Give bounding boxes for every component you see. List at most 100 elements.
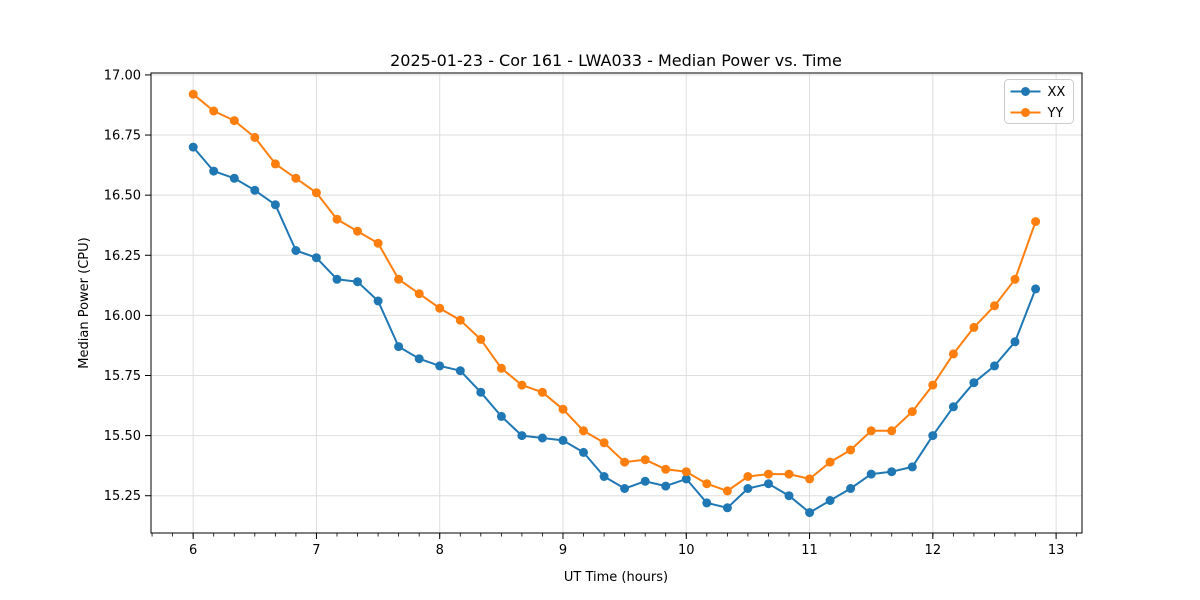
- data-point-YY: [229, 116, 239, 126]
- data-point-YY: [990, 301, 999, 311]
- data-point-XX: [846, 484, 856, 493]
- data-point-XX: [373, 296, 383, 306]
- data-point-XX: [229, 173, 239, 183]
- data-point-YY: [1031, 217, 1041, 227]
- data-point-YY: [681, 467, 691, 477]
- data-point-YY: [620, 457, 630, 467]
- x-tick-label: 8: [436, 543, 444, 558]
- data-point-XX: [887, 467, 897, 477]
- data-point-YY: [496, 363, 506, 373]
- y-tick-label: 15.75: [104, 369, 141, 384]
- data-point-XX: [990, 361, 999, 371]
- y-tick-label: 16.50: [104, 189, 141, 204]
- data-point-YY: [311, 188, 321, 198]
- data-point-YY: [661, 464, 671, 474]
- data-point-XX: [476, 387, 486, 397]
- data-point-YY: [805, 474, 815, 484]
- data-point-YY: [928, 380, 938, 390]
- data-point-XX: [394, 342, 404, 352]
- y-axis-label: Median Power (CPU): [77, 237, 92, 368]
- x-tick-label: 7: [312, 543, 320, 558]
- data-point-YY: [270, 159, 280, 169]
- data-point-XX: [640, 476, 650, 486]
- x-tick-label: 12: [925, 543, 942, 558]
- data-point-XX: [764, 479, 773, 489]
- data-point-XX: [743, 484, 753, 493]
- data-point-YY: [558, 404, 568, 414]
- data-point-XX: [1031, 284, 1041, 294]
- x-tick-label: 9: [559, 543, 567, 558]
- data-point-XX: [784, 491, 794, 501]
- legend-label-XX: XX: [1048, 85, 1066, 100]
- data-point-YY: [702, 479, 712, 489]
- data-point-YY: [784, 469, 794, 479]
- data-point-YY: [291, 173, 301, 183]
- x-tick-label: 10: [678, 543, 695, 558]
- data-point-YY: [825, 457, 835, 467]
- data-point-YY: [948, 349, 958, 359]
- data-point-XX: [414, 354, 424, 364]
- data-point-XX: [928, 431, 938, 441]
- data-point-YY: [414, 289, 424, 299]
- y-tick-label: 15.25: [104, 489, 141, 504]
- data-point-XX: [270, 200, 280, 210]
- data-point-XX: [291, 246, 301, 255]
- data-point-XX: [332, 274, 342, 284]
- data-point-YY: [353, 226, 362, 236]
- y-tick-label: 16.00: [104, 309, 141, 324]
- data-point-XX: [825, 496, 835, 505]
- data-point-XX: [969, 378, 979, 388]
- data-point-YY: [846, 445, 856, 455]
- data-point-XX: [805, 508, 815, 518]
- data-point-XX: [188, 142, 198, 152]
- data-point-YY: [188, 89, 198, 99]
- legend-swatch-marker-YY: [1021, 108, 1030, 117]
- x-tick-label: 11: [801, 543, 818, 558]
- data-point-XX: [681, 474, 691, 484]
- x-axis-label: UT Time (hours): [564, 570, 668, 585]
- legend: XX YY: [1004, 79, 1074, 124]
- data-point-YY: [394, 274, 404, 284]
- grid-layer: [151, 73, 1082, 533]
- data-point-XX: [702, 498, 712, 508]
- y-tick-label: 16.75: [104, 129, 141, 144]
- data-point-XX: [455, 366, 465, 376]
- data-point-XX: [558, 435, 568, 445]
- data-point-XX: [517, 431, 527, 441]
- data-point-YY: [907, 407, 917, 417]
- data-point-YY: [579, 426, 588, 436]
- x-tick-label: 6: [189, 543, 197, 558]
- data-point-YY: [517, 380, 527, 390]
- data-point-XX: [435, 361, 445, 371]
- data-point-XX: [353, 277, 362, 287]
- data-point-YY: [455, 315, 465, 325]
- data-point-XX: [250, 185, 260, 195]
- data-point-YY: [866, 426, 876, 436]
- data-point-XX: [1010, 337, 1020, 347]
- data-point-YY: [743, 472, 753, 481]
- data-point-XX: [537, 433, 547, 443]
- data-point-XX: [722, 503, 732, 513]
- data-point-XX: [579, 447, 588, 457]
- axes-spines: [150, 72, 1083, 534]
- series-layer: [188, 89, 1041, 518]
- data-point-XX: [866, 469, 876, 479]
- data-point-YY: [640, 455, 650, 465]
- data-point-YY: [887, 426, 897, 436]
- data-point-YY: [476, 334, 486, 344]
- data-point-XX: [209, 166, 219, 176]
- y-tick-label: 16.25: [104, 249, 141, 264]
- data-point-YY: [373, 238, 383, 248]
- data-point-YY: [250, 132, 260, 142]
- data-point-XX: [496, 411, 506, 421]
- data-point-XX: [311, 253, 321, 263]
- data-point-YY: [764, 469, 773, 479]
- data-point-XX: [620, 484, 630, 493]
- series-line-YY: [192, 93, 1037, 492]
- y-tick-label: 17.00: [104, 68, 141, 83]
- x-tick-label: 13: [1048, 543, 1065, 558]
- legend-swatch-marker-XX: [1021, 87, 1030, 96]
- data-point-XX: [599, 472, 609, 481]
- data-point-YY: [722, 486, 732, 496]
